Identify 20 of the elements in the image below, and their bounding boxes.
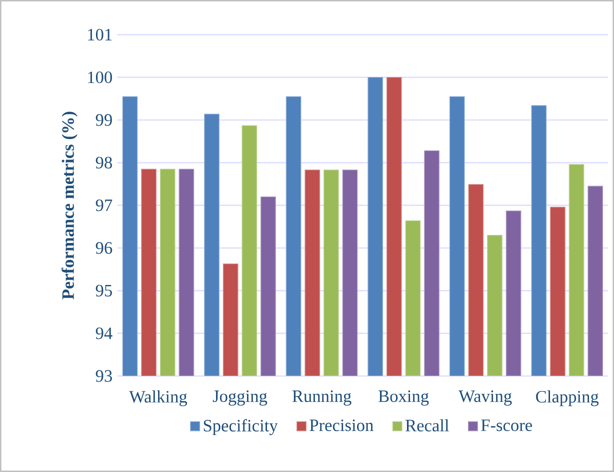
y-axis-title: Performance metrics (%) [62,112,78,300]
legend-label: F-score [481,420,532,432]
y-tick-label: 99 [96,114,112,126]
y-tick-label: 97 [96,200,112,212]
x-tick-label: Waving [458,390,512,406]
y-tick-label: 100 [88,71,112,84]
legend-label: Precision [310,420,374,432]
legend-label: Recall [406,419,449,432]
y-tick-label: 98 [96,156,112,169]
x-tick-label: Walking [129,390,188,406]
y-tick-label: 93 [96,370,112,382]
y-tick-label: 96 [96,242,112,254]
x-tick-label: Boxing [378,390,429,406]
x-tick-label: Running [292,390,352,406]
x-tick-label: Clapping [536,390,599,406]
x-tick-label: Jogging [212,390,268,406]
legend-label: Specificity [204,419,278,436]
y-tick-label: 101 [88,28,112,41]
y-tick-label: 94 [96,328,112,340]
y-tick-label: 95 [96,284,112,296]
